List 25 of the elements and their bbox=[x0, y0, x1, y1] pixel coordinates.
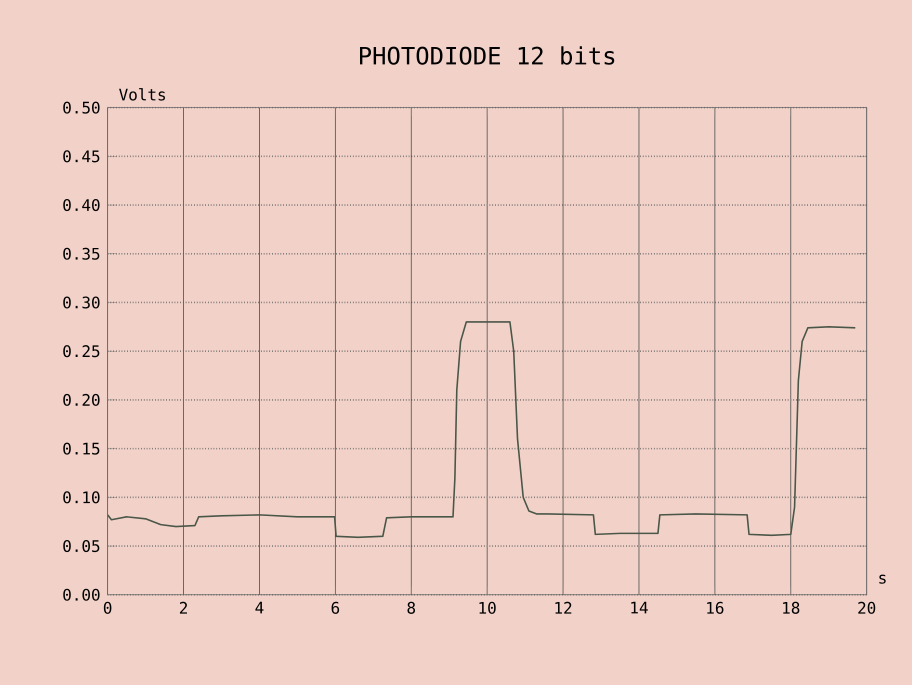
y-tick-label: 0.50 bbox=[63, 101, 100, 114]
y-tick-label: 0.15 bbox=[63, 442, 100, 454]
y-tick-label: 0.35 bbox=[63, 248, 100, 260]
y-tick-label: 0.40 bbox=[63, 198, 100, 211]
y-tick-label: 0.25 bbox=[63, 344, 100, 358]
x-tick-label: 20 bbox=[858, 602, 876, 614]
y-axis-title: Volts bbox=[119, 88, 165, 100]
x-tick-label: 12 bbox=[555, 602, 572, 614]
chart-title: PHOTODIODE 12 bits bbox=[360, 46, 614, 65]
y-tick-label: 0.30 bbox=[63, 296, 100, 308]
y-tick-label: 0.20 bbox=[63, 394, 100, 406]
x-tick-label: 10 bbox=[479, 602, 496, 614]
x-axis-title: s bbox=[879, 574, 886, 584]
x-tick-label: 18 bbox=[783, 602, 800, 614]
x-tick-label: 0 bbox=[104, 602, 112, 614]
x-tick-label: 16 bbox=[707, 602, 724, 614]
y-tick-label: 0.05 bbox=[63, 540, 100, 552]
x-tick-label: 2 bbox=[180, 602, 187, 614]
y-tick-label: 0.00 bbox=[63, 588, 100, 601]
x-tick-label: 4 bbox=[255, 602, 264, 614]
y-tick-label: 0.45 bbox=[63, 150, 100, 162]
y-tick-label: 0.10 bbox=[63, 491, 100, 504]
x-tick-label: 6 bbox=[332, 602, 340, 614]
x-tick-label: 8 bbox=[407, 602, 416, 614]
x-tick-label: 14 bbox=[631, 602, 648, 614]
